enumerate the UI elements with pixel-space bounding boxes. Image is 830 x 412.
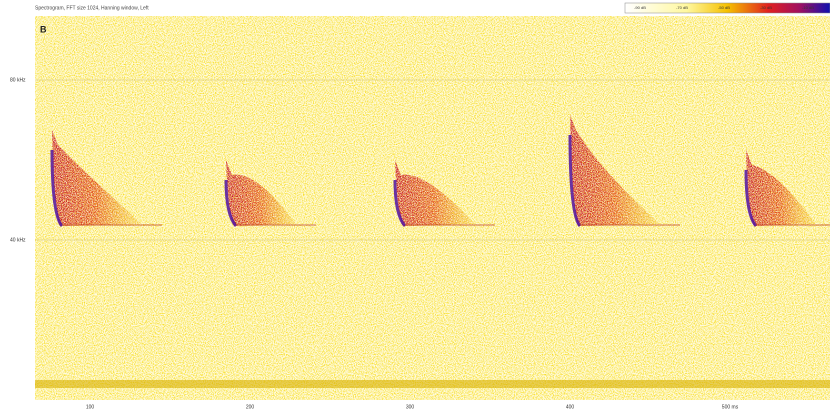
scale-label: -50 dB — [718, 5, 730, 10]
x-labels: 100 200 300 400 500 ms — [86, 404, 739, 410]
call-energy — [746, 150, 816, 226]
x-label: 500 ms — [722, 404, 739, 410]
call-energy — [570, 115, 660, 226]
grid — [35, 79, 830, 241]
y-labels: 80 kHz 40 kHz — [10, 77, 26, 243]
scale-label: -90 dB — [634, 5, 646, 10]
call-sweep — [744, 169, 758, 228]
y-label: 80 kHz — [10, 77, 26, 83]
low-band — [35, 380, 830, 388]
call-energy — [52, 130, 142, 226]
x-label: 300 — [406, 404, 415, 410]
scale-label: -30 dB — [760, 5, 772, 10]
y-label: 40 kHz — [10, 237, 26, 243]
call-energy — [226, 160, 296, 226]
call-energy — [395, 160, 475, 226]
calls — [50, 115, 830, 228]
call-sweep — [50, 149, 64, 228]
scale-label: -10 dB — [802, 5, 814, 10]
window-title: Spectrogram, FFT size 1024, Hanning wind… — [35, 5, 149, 11]
x-label: 400 — [566, 404, 575, 410]
color-scale-labels: -90 dB -70 dB -50 dB -30 dB -10 dB — [634, 5, 814, 10]
color-scale — [624, 2, 830, 14]
call-sweep — [224, 179, 238, 228]
call-sweep — [393, 179, 407, 228]
x-label: 200 — [246, 404, 255, 410]
x-label: 100 — [86, 404, 95, 410]
panel-label: B — [40, 24, 47, 34]
call-sweep — [568, 134, 582, 228]
scale-label: -70 dB — [676, 5, 688, 10]
